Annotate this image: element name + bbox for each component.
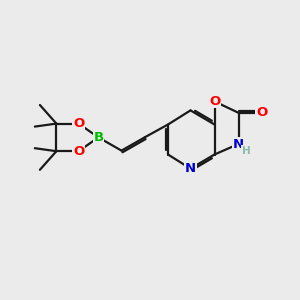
Text: O: O: [73, 117, 84, 130]
Text: N: N: [185, 162, 196, 175]
Text: O: O: [256, 106, 267, 119]
Text: B: B: [93, 131, 103, 144]
Text: O: O: [209, 95, 220, 108]
Text: N: N: [233, 137, 244, 151]
Text: O: O: [73, 145, 84, 158]
Text: H: H: [242, 146, 250, 156]
